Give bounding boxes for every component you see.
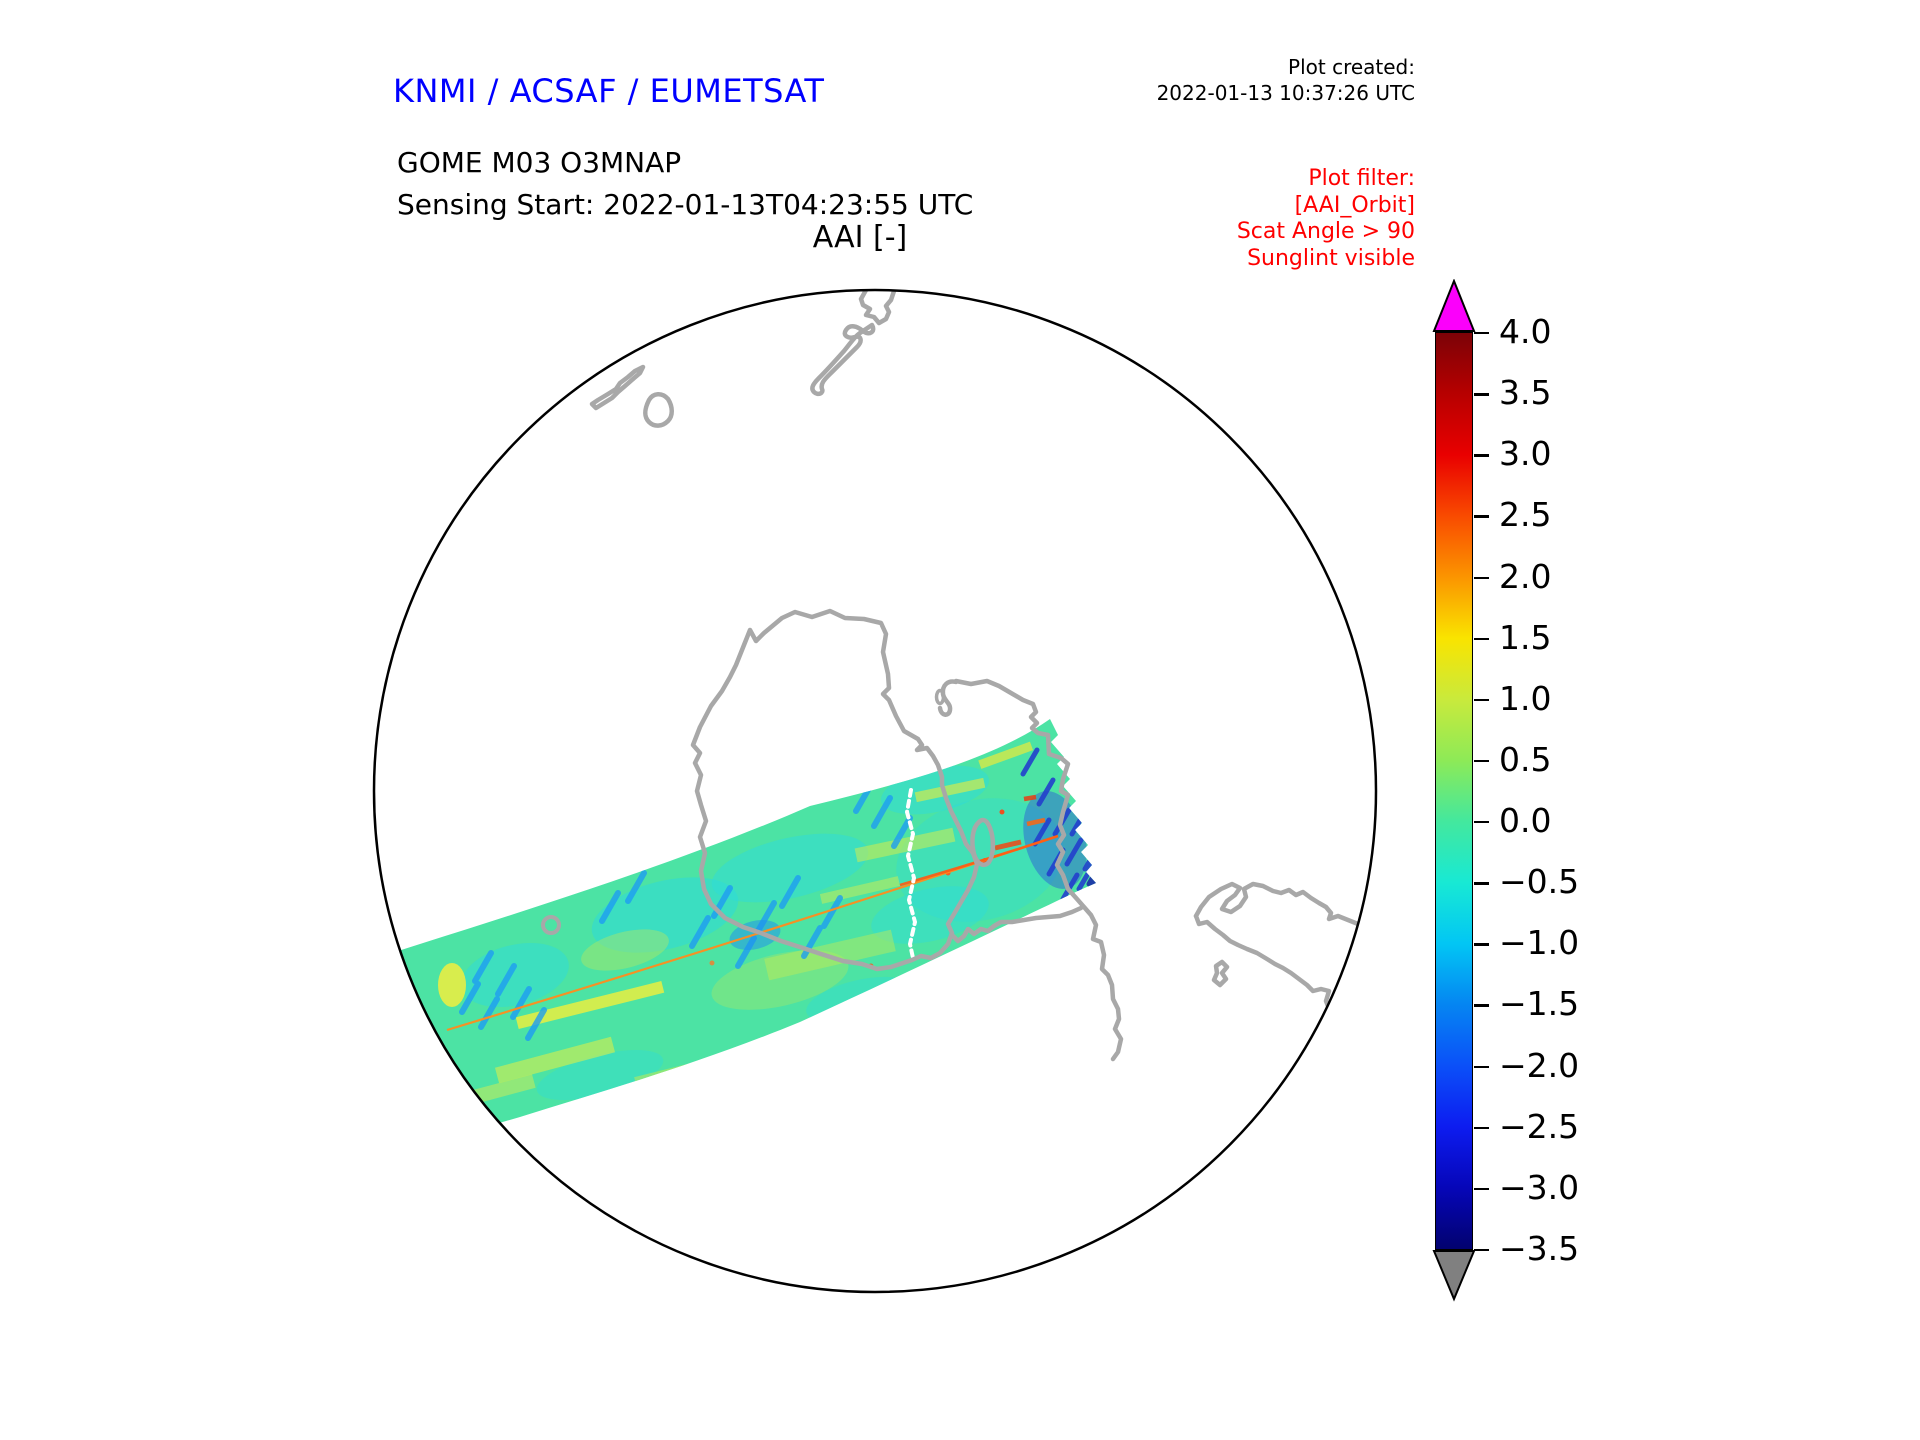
- globe-outline: [372, 288, 1378, 1294]
- coast-island-ring: [643, 392, 674, 428]
- coast-edge-sliver: [589, 364, 646, 411]
- colorbar-tick-label: −1.5: [1499, 984, 1580, 1024]
- colorbar-tick-label: −3.5: [1499, 1229, 1580, 1268]
- colorbar-tick-mark: [1474, 393, 1489, 396]
- colorbar-tick-mark: [1474, 637, 1489, 641]
- product-line: GOME M03 O3MNAP: [397, 146, 682, 179]
- colorbar-tick-mark: [1474, 1249, 1489, 1252]
- colorbar-tick-mark: [1474, 1126, 1489, 1130]
- colorbar-tick-label: 0.5: [1499, 739, 1552, 779]
- colorbar-gradient: [1435, 332, 1473, 1250]
- colorbar-tick-label: 3.5: [1499, 373, 1552, 413]
- plot-filter-line: Sunglint visible: [1247, 245, 1415, 271]
- coast-inland-lake: [970, 817, 996, 867]
- colorbar-tick-mark: [1474, 454, 1489, 457]
- colorbar-tick-label: −2.0: [1499, 1045, 1580, 1085]
- agency-heading: KNMI / ACSAF / EUMETSAT: [393, 72, 825, 110]
- colorbar-tick-label: 1.0: [1499, 678, 1552, 718]
- colorbar-tick-mark: [1474, 1187, 1489, 1191]
- plot-filter-line: [AAI_Orbit]: [1294, 192, 1415, 218]
- colorbar-tick-mark: [1474, 882, 1489, 885]
- coast-south-america-north: [1193, 881, 1376, 936]
- colorbar-tick-mark: [1474, 515, 1489, 518]
- coast-falkland-islet: [1211, 959, 1230, 988]
- colorbar-tick-label: 3.0: [1499, 434, 1552, 474]
- colorbar-tick-label: 2.5: [1499, 495, 1552, 535]
- colorbar-over-arrow: [1432, 279, 1476, 332]
- sensing-start-line: Sensing Start: 2022-01-13T04:23:55 UTC: [397, 188, 974, 221]
- colorbar-tick-label: −2.5: [1499, 1106, 1580, 1146]
- colorbar-tick-label: 2.0: [1499, 556, 1552, 596]
- colorbar-tick-mark: [1474, 332, 1489, 335]
- colorbar-tick-mark: [1474, 943, 1489, 946]
- colorbar-tick-mark: [1474, 576, 1489, 579]
- plot-filter-block: Plot filter: [AAI_Orbit] Scat Angle > 90 Su…: [1237, 166, 1415, 272]
- coast-hook-inlet: [937, 679, 959, 717]
- colorbar-tick-mark: [1474, 759, 1489, 763]
- colorbar-tick-label: 4.0: [1499, 312, 1552, 351]
- colorbar-tick-mark: [1474, 821, 1489, 824]
- colorbar-tick-label: 0.0: [1499, 801, 1552, 841]
- missing-scanline: [904, 788, 918, 960]
- plot-created-time: 2022-01-13 10:37:26 UTC: [1156, 81, 1415, 105]
- colorbar-tick-label: −3.0: [1499, 1167, 1580, 1207]
- coast-antarctica: [690, 608, 980, 972]
- plot-filter-line: Plot filter:: [1308, 166, 1415, 191]
- coast-swath-islet: [541, 915, 561, 935]
- plot-created-block: Plot created: 2022-01-13 10:37:26 UTC: [1157, 54, 1415, 106]
- coast-right-lobe: [953, 678, 1124, 1062]
- coast-new-zealand-south: [810, 322, 876, 397]
- coast-south-shore: [949, 905, 1084, 944]
- colorbar-tick-label: −1.0: [1499, 923, 1580, 963]
- coastlines: [541, 290, 1376, 1064]
- colorbar-tick-mark: [1474, 1004, 1489, 1007]
- swath-tip-patch: [1023, 791, 1087, 889]
- colorbar-under-arrow: [1432, 1250, 1476, 1302]
- colorbar-tick-label: −0.5: [1499, 862, 1580, 902]
- colorbar-tick-label: 1.5: [1499, 617, 1552, 657]
- colorbar-ticks: 4.0 3.5 3.0 2.5 2.0 1.5 1.0 0.5 0.0 −0.5 −1.0 −1.5 −…: [1473, 312, 1603, 1268]
- colorbar-tick-mark: [1474, 1065, 1489, 1068]
- coast-new-zealand-north: [858, 290, 897, 326]
- coast-hook-islet: [934, 688, 946, 706]
- colorbar-tick-mark: [1474, 698, 1489, 702]
- plot-filter-line: Scat Angle > 90: [1236, 219, 1415, 244]
- map-title: AAI [-]: [812, 220, 908, 255]
- plot-created-label: Plot created:: [1288, 55, 1415, 79]
